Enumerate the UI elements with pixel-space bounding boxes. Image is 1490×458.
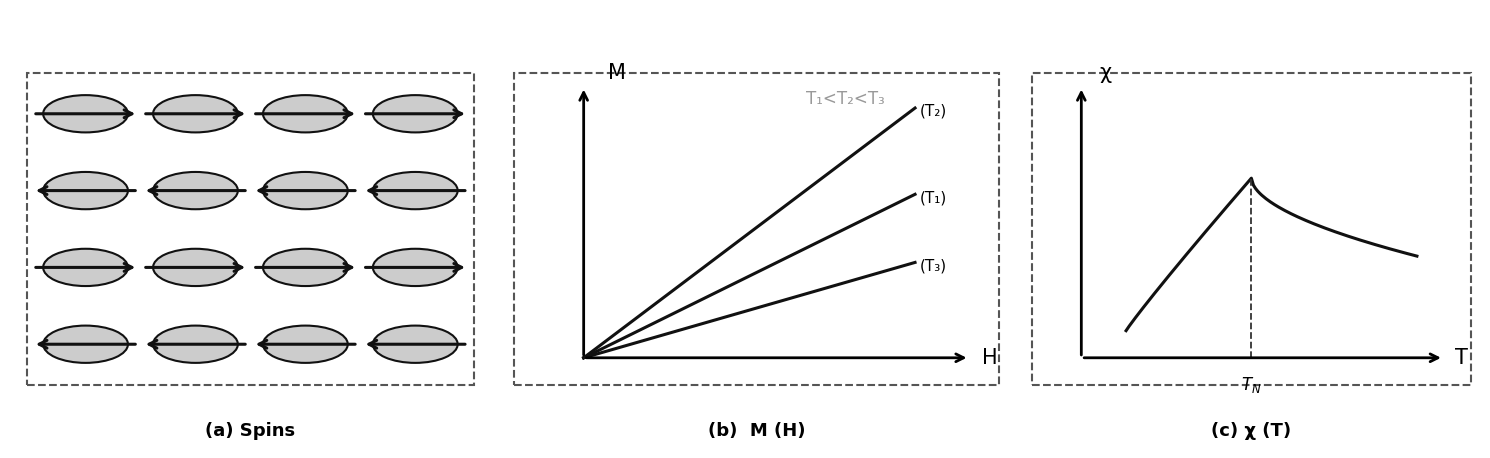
Ellipse shape bbox=[43, 249, 128, 286]
Ellipse shape bbox=[372, 249, 457, 286]
Text: (T₃): (T₃) bbox=[919, 258, 948, 273]
Text: (a) Spins: (a) Spins bbox=[206, 422, 295, 440]
Ellipse shape bbox=[262, 172, 347, 209]
Text: M: M bbox=[608, 63, 626, 83]
Ellipse shape bbox=[372, 326, 457, 363]
Ellipse shape bbox=[262, 249, 347, 286]
Ellipse shape bbox=[153, 172, 238, 209]
Ellipse shape bbox=[372, 95, 457, 132]
Text: T: T bbox=[1454, 348, 1468, 368]
Text: (b)  M (H): (b) M (H) bbox=[708, 422, 806, 440]
Ellipse shape bbox=[262, 326, 347, 363]
Text: T₁<T₂<T₃: T₁<T₂<T₃ bbox=[806, 90, 885, 108]
Ellipse shape bbox=[43, 172, 128, 209]
Ellipse shape bbox=[153, 249, 238, 286]
Ellipse shape bbox=[372, 172, 457, 209]
Text: χ: χ bbox=[1100, 63, 1112, 83]
Ellipse shape bbox=[43, 326, 128, 363]
Text: (T₂): (T₂) bbox=[919, 104, 948, 119]
Text: $T_N$: $T_N$ bbox=[1241, 375, 1262, 395]
Ellipse shape bbox=[153, 326, 238, 363]
Ellipse shape bbox=[43, 95, 128, 132]
Text: H: H bbox=[982, 348, 997, 368]
Ellipse shape bbox=[262, 95, 347, 132]
Text: (c) χ (T): (c) χ (T) bbox=[1211, 422, 1292, 440]
Text: (T₁): (T₁) bbox=[919, 190, 948, 205]
Ellipse shape bbox=[153, 95, 238, 132]
